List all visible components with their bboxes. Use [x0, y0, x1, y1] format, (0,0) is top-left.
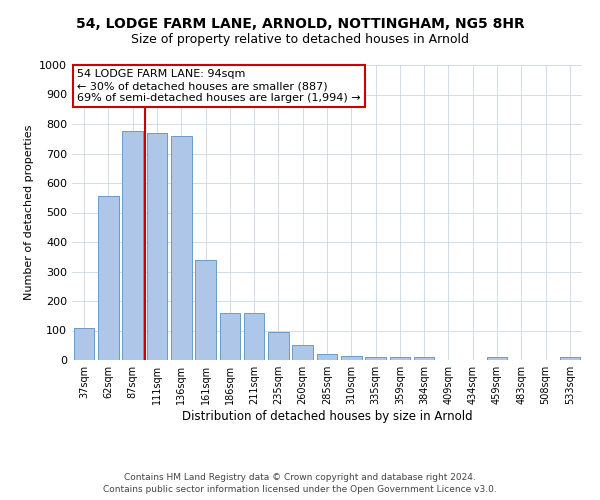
Bar	[365, 357, 386, 360]
Bar	[341, 356, 362, 360]
Y-axis label: Number of detached properties: Number of detached properties	[23, 125, 34, 300]
X-axis label: Distribution of detached houses by size in Arnold: Distribution of detached houses by size …	[182, 410, 472, 423]
Bar	[98, 196, 119, 360]
Bar	[195, 260, 216, 360]
Text: 54, LODGE FARM LANE, ARNOLD, NOTTINGHAM, NG5 8HR: 54, LODGE FARM LANE, ARNOLD, NOTTINGHAM,…	[76, 18, 524, 32]
Bar	[560, 357, 580, 360]
Text: Size of property relative to detached houses in Arnold: Size of property relative to detached ho…	[131, 32, 469, 46]
Bar	[317, 354, 337, 360]
Text: Contains public sector information licensed under the Open Government Licence v3: Contains public sector information licen…	[103, 485, 497, 494]
Bar	[389, 357, 410, 360]
Bar	[122, 132, 143, 360]
Text: 54 LODGE FARM LANE: 94sqm
← 30% of detached houses are smaller (887)
69% of semi: 54 LODGE FARM LANE: 94sqm ← 30% of detac…	[77, 70, 361, 102]
Bar	[292, 345, 313, 360]
Bar	[414, 357, 434, 360]
Bar	[74, 328, 94, 360]
Bar	[146, 133, 167, 360]
Bar	[268, 332, 289, 360]
Bar	[487, 357, 508, 360]
Text: Contains HM Land Registry data © Crown copyright and database right 2024.: Contains HM Land Registry data © Crown c…	[124, 472, 476, 482]
Bar	[244, 313, 265, 360]
Bar	[220, 313, 240, 360]
Bar	[171, 136, 191, 360]
